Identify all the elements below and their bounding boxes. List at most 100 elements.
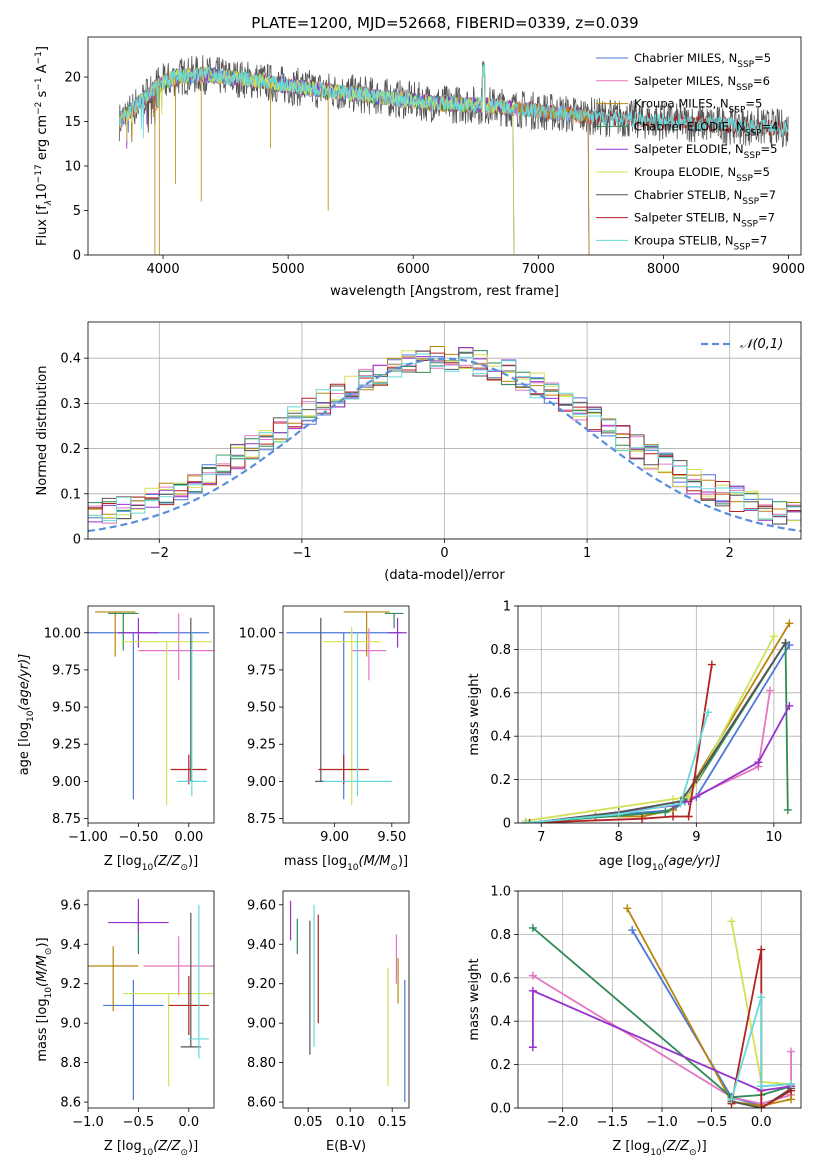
x-axis-label-part: ⊙ (180, 1148, 188, 1158)
y-tick-label: 9.0 (60, 1017, 81, 1032)
y-tick-label: 9.50 (52, 701, 81, 716)
y-tick-label: 0.8 (490, 643, 511, 658)
y-axis-label: Flux [fλ10−17 erg cm−2 s−1 A−1] (34, 46, 54, 246)
legend-label-part: =5 (745, 97, 762, 111)
weight-line (626, 907, 792, 1107)
legend-label: Salpeter ELODIE, NSSP=5 (634, 142, 777, 161)
weight-line (525, 712, 709, 823)
y-tick-label: 0.2 (60, 442, 81, 457)
weight-line (532, 927, 792, 1099)
x-tick-label: −0.5 (696, 1115, 728, 1130)
weight-marker (638, 814, 647, 823)
axes-frame (282, 890, 410, 1109)
legend-label-part: Kroupa STELIB, N (634, 233, 734, 247)
y-tick-label: 0.4 (490, 730, 511, 745)
weight-marker (757, 1082, 766, 1091)
y-tick-label: 9.00 (52, 775, 81, 790)
weight-marker (661, 808, 670, 817)
x-tick-label: 6000 (397, 262, 430, 277)
x-tick-label: 9000 (772, 262, 805, 277)
y-tick-label: 10.00 (239, 626, 276, 641)
weight-marker (676, 799, 685, 808)
axes-frame (87, 890, 215, 1109)
y-tick-label: 20 (64, 71, 81, 86)
x-axis-label: Z [log10(Z/Z⊙)] (104, 1139, 198, 1158)
x-tick-label: −0.50 (118, 830, 158, 845)
weight-marker (787, 1095, 796, 1104)
legend-label: 𝒩(0,1) (740, 337, 783, 352)
x-tick-label: −1.0 (72, 1115, 104, 1130)
y-tick-label: 0 (503, 817, 511, 832)
legend-label: Salpeter MILES, NSSP=6 (634, 74, 770, 93)
x-axis-label: age [log10(age/yr)] (599, 854, 721, 873)
x-axis-label-part: Z [log (612, 1139, 650, 1154)
y-tick-label: 9.4 (60, 938, 81, 953)
weight-marker (754, 758, 763, 767)
legend-label-part: SSP (736, 83, 753, 93)
x-axis-label: E(B-V) (326, 1139, 366, 1154)
x-axis-label-part: (Z/Z (153, 854, 181, 869)
legend-label-part: =4 (762, 119, 779, 133)
weight-line (525, 639, 789, 823)
y-tick-label: 10.00 (44, 626, 81, 641)
y-axis-label-text-part: age [log (17, 722, 32, 775)
x-axis-label: wavelength [Angstrom, rest frame] (330, 284, 559, 299)
y-tick-label: 8.60 (247, 1096, 276, 1111)
weight-line (532, 989, 792, 1092)
x-tick-label: −2 (150, 546, 169, 561)
y-tick-label: 9.00 (247, 775, 276, 790)
x-axis-label-part: 10 (650, 1148, 662, 1158)
weight-marker (669, 812, 678, 821)
x-axis-label-part: age [log (599, 854, 652, 869)
x-axis-label-part: )] (188, 854, 198, 869)
weight-marker (787, 1080, 796, 1089)
legend-label-part: =5 (761, 142, 778, 156)
weight-marker (707, 660, 716, 669)
x-axis-label-part: 10 (142, 863, 154, 873)
y-tick-label: 9.60 (247, 898, 276, 913)
y-tick-label: 0.3 (60, 397, 81, 412)
x-tick-label: 0.05 (294, 1115, 323, 1130)
panels: 4000 5000 6000 7000 8000 900005101520Chabrier… (17, 36, 805, 1158)
weight-marker (628, 926, 637, 935)
x-axis-label-part: ⊙ (689, 1148, 697, 1158)
x-tick-label: 1 (583, 546, 591, 561)
weight-marker (614, 810, 623, 819)
x-axis-label-part: 10 (347, 863, 359, 873)
weight-marker (528, 923, 537, 932)
weight-marker (528, 986, 537, 995)
y-tick-label: 9.75 (52, 663, 81, 678)
panel-age_vs_mass: 9.00 9.50 8.75 9.00 9.25 9.50 9.75 10.00 mass [l… (239, 605, 410, 873)
y-axis-label-text-part: mass [log (35, 998, 50, 1061)
legend-label-part: Salpeter STELIB, N (634, 211, 741, 225)
legend-label-part: =6 (753, 74, 770, 88)
y-tick-label: 8.6 (60, 1096, 81, 1111)
y-axis-label-text-part: −2 (34, 102, 44, 115)
panel-mass_vs_ebv: 0.05 0.10 0.15 8.60 8.80 9.00 9.20 9.40 9.60 E(B-… (247, 890, 410, 1154)
x-tick-label: 10 (766, 830, 783, 845)
weight-line (525, 635, 775, 822)
plot-area (286, 611, 407, 806)
x-tick-label: 0.00 (174, 830, 203, 845)
legend-label-part: SSP (737, 60, 754, 70)
weight-line (525, 644, 791, 823)
y-tick-label: 0 (73, 533, 81, 548)
x-axis-label-part: (M/M (359, 854, 391, 869)
x-axis-label-part: ⊙ (390, 863, 398, 873)
legend-label-part: SSP (729, 106, 746, 116)
histogram-series (88, 353, 801, 526)
weight-marker (623, 904, 632, 913)
weight-line (731, 1087, 792, 1108)
plot-area (88, 346, 801, 533)
x-tick-label: 0.0 (178, 1115, 199, 1130)
axes-frame (517, 890, 802, 1109)
x-tick-label: 8 (615, 830, 623, 845)
weight-marker (528, 1043, 537, 1052)
x-tick-label: −0.5 (123, 1115, 155, 1130)
x-axis-label-part: 10 (142, 1148, 154, 1158)
y-tick-label: 0.6 (490, 971, 511, 986)
y-tick-label: 0.1 (60, 487, 81, 502)
weight-marker (769, 632, 778, 641)
y-tick-label: 9.75 (247, 663, 276, 678)
y-tick-label: 10 (64, 160, 81, 175)
